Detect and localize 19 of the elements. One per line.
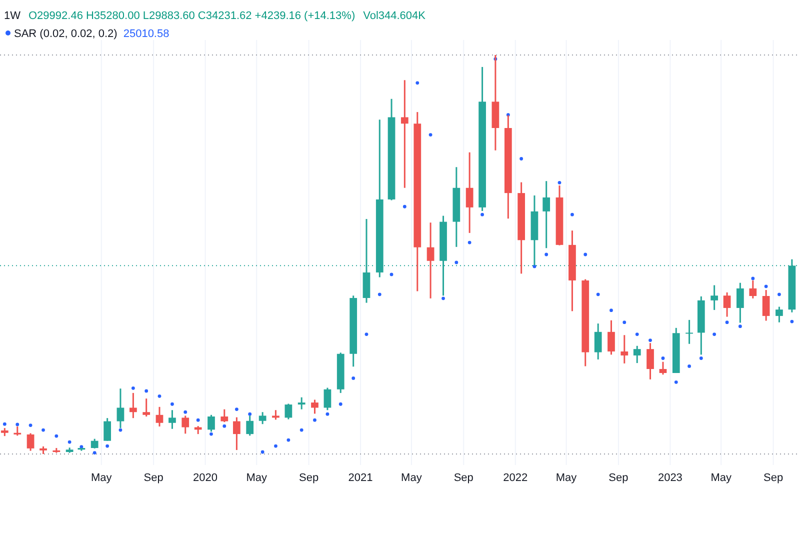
x-tick-label: 2023 [658,472,682,484]
legend-label: SAR (0.02, 0.02, 0.2) [14,28,118,40]
text: Vol344.604K [363,10,426,22]
x-tick-label: Sep [608,472,628,484]
x-tick-label: 2020 [193,472,218,484]
x-tick-label: Sep [454,472,474,484]
text: O29992.46 H35280.00 L29883.60 C34231.62 +4239.16 (+14.13%) [28,10,356,22]
x-tick-label: 2021 [348,472,373,484]
x-tick-label: May [246,472,268,484]
x-tick-label: May [710,472,732,484]
x-tick-label: May [401,472,422,484]
x-tick-label: Sep [299,472,319,484]
text: 25010.58 [123,28,170,40]
x-tick-label: 2022 [503,472,528,484]
x-tick-label: Sep [763,472,784,484]
x-tick-label: May [90,472,112,484]
x-tick-label: Sep [144,472,164,484]
text: 1W [4,10,22,22]
x-tick-label: May [556,472,578,484]
